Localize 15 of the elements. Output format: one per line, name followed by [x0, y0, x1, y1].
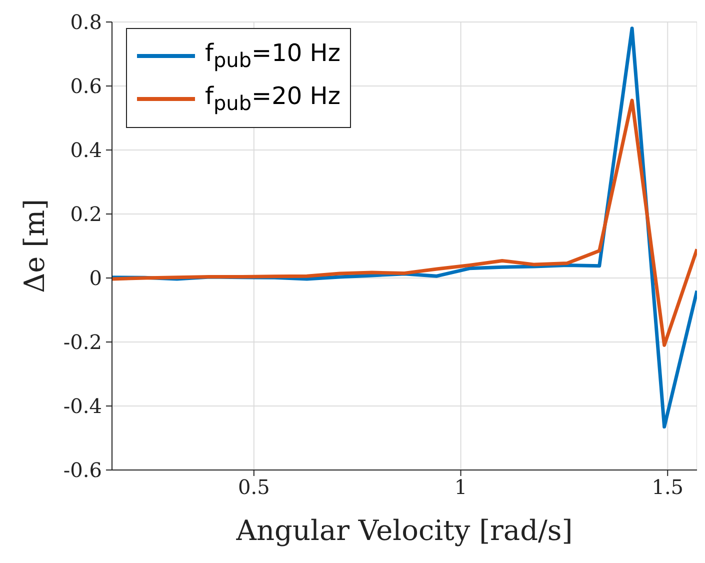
x-axis-title: Angular Velocity [rad/s]: [235, 514, 573, 547]
x-tick-label: 1: [454, 475, 468, 500]
legend-label: f$_{pub}$=20 Hz: [205, 80, 340, 117]
x-tick-label: 0.5: [238, 475, 270, 500]
y-tick-label: 0: [89, 266, 102, 290]
legend-label: f$_{pub}$=10 Hz: [205, 38, 340, 74]
y-tick-label: 0.2: [70, 202, 102, 226]
y-tick-label: -0.2: [63, 330, 102, 354]
y-tick-label: -0.4: [63, 394, 102, 418]
y-tick-label: -0.6: [63, 458, 102, 482]
y-tick-label: 0.6: [70, 74, 102, 98]
y-tick-label: 0.8: [70, 10, 102, 34]
y-axis-title: Δe [m]: [18, 198, 51, 294]
x-tick-label: 1.5: [652, 475, 684, 500]
y-tick-label: 0.4: [70, 138, 102, 162]
